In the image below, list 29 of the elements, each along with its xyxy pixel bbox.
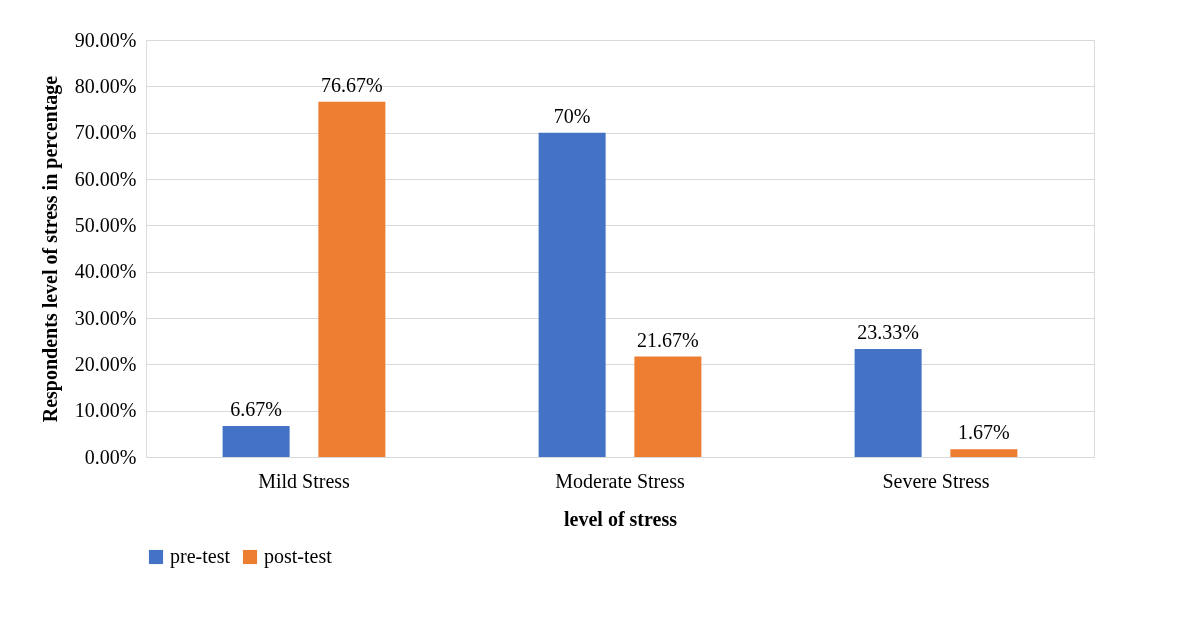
bar — [222, 426, 290, 457]
data-label: 1.67% — [958, 421, 1010, 444]
data-label: 6.67% — [230, 398, 282, 421]
legend-label: post-test — [264, 545, 333, 568]
y-tick-label: 10.00% — [74, 399, 137, 422]
data-label: 21.67% — [637, 328, 699, 351]
y-tick-label: 0.00% — [84, 445, 137, 468]
bar — [538, 132, 606, 457]
bar — [854, 348, 922, 457]
x-axis-title: level of stress — [564, 507, 678, 530]
bar — [318, 101, 386, 457]
bar — [950, 449, 1018, 457]
data-label: 23.33% — [857, 320, 919, 343]
x-tick-label: Mild Stress — [258, 469, 351, 492]
y-tick-label: 20.00% — [74, 352, 137, 375]
x-tick-label: Severe Stress — [882, 469, 990, 492]
y-tick-label: 40.00% — [74, 260, 137, 283]
y-tick-label: 60.00% — [74, 167, 137, 190]
y-tick-label: 30.00% — [74, 306, 137, 329]
y-axis-title: Respondents level of stress in percentage — [38, 75, 62, 423]
legend-label: pre-test — [170, 545, 231, 568]
y-tick-label: 70.00% — [74, 121, 137, 144]
y-tick-label: 80.00% — [74, 74, 137, 97]
data-label: 76.67% — [321, 73, 383, 96]
x-tick-label: Moderate Stress — [555, 469, 685, 492]
data-label: 70% — [553, 104, 591, 127]
y-tick-label: 90.00% — [74, 28, 137, 51]
bar — [634, 356, 702, 457]
y-tick-label: 50.00% — [74, 213, 137, 236]
